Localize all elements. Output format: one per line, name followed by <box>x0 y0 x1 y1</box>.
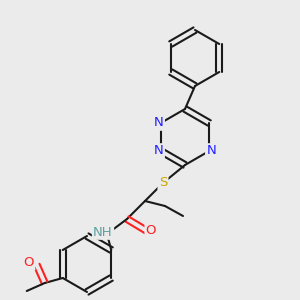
Text: O: O <box>146 224 156 238</box>
Text: O: O <box>23 256 34 269</box>
Text: S: S <box>159 176 167 190</box>
Text: N: N <box>206 145 216 158</box>
Text: NH: NH <box>93 226 113 238</box>
Text: N: N <box>154 145 164 158</box>
Text: N: N <box>154 116 164 130</box>
